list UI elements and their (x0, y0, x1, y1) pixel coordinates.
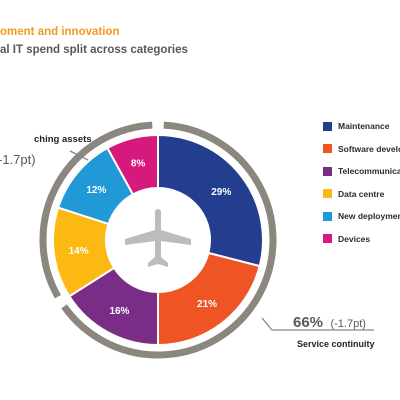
data-label-telecommunica: 16% (109, 306, 129, 317)
data-label-data-centre: 14% (69, 246, 89, 257)
chart-subtitle: al IT spend split across categories (0, 44, 188, 56)
legend-item-telecommunica: Telecommunica (323, 160, 400, 183)
legend-item-data-centre: Data centre (323, 183, 400, 206)
legend-item-software-develo: Software develo (323, 138, 400, 161)
group-leader-line-left (69, 150, 89, 161)
legend-swatch (323, 234, 332, 244)
legend-label: New deployment (338, 211, 400, 222)
legend-label: Telecommunica (338, 166, 400, 177)
legend-swatch (323, 121, 332, 131)
legend: Maintenance Software develo Telecommunica D… (323, 115, 400, 250)
segment-labels: 29% 21% 16% 14% 12% 8% (69, 159, 232, 318)
donut-segments (52, 133, 264, 347)
legend-item-devices: Devices (323, 228, 400, 251)
group-label-right: Service continuity (297, 339, 375, 349)
group-value-percent: 66% (293, 314, 323, 331)
group-value-right: 66% (-1.7pt) (293, 314, 366, 331)
group-ring-left (39, 121, 153, 299)
legend-swatch (323, 211, 332, 221)
group-change-left: -1.7pt) (0, 152, 36, 167)
data-label-devices: 8% (131, 159, 146, 170)
legend-label: Devices (338, 233, 371, 244)
legend-swatch (323, 166, 332, 176)
legend-label: Software develo (338, 143, 400, 154)
legend-swatch (323, 189, 332, 199)
legend-label: Data centre (338, 188, 385, 199)
airplane-icon (125, 209, 191, 267)
group-ring-right (61, 121, 277, 359)
chart-title: oment and innovation (0, 26, 120, 38)
legend-item-new-deployment: New deployment (323, 205, 400, 228)
data-label-maintenance: 29% (211, 187, 231, 198)
group-leader-line-right (261, 317, 374, 331)
group-value-change: (-1.7pt) (330, 318, 365, 330)
legend-label: Maintenance (338, 121, 390, 132)
group-label-left: ching assets (34, 134, 92, 145)
legend-swatch (323, 144, 332, 154)
data-label-new-deployment: 12% (86, 185, 106, 196)
legend-item-maintenance: Maintenance (323, 115, 400, 138)
data-label-software-develo: 21% (197, 299, 217, 310)
group-rings (39, 121, 277, 359)
